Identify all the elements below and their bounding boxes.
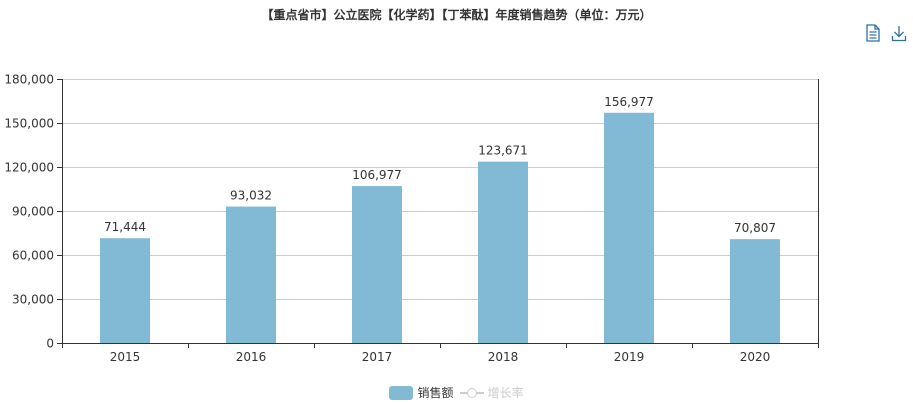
y-tick-label: 0 xyxy=(46,337,54,351)
chart-toolbar xyxy=(865,24,907,42)
x-tick-label: 2020 xyxy=(740,350,771,364)
bar xyxy=(100,238,150,343)
legend-bar-swatch xyxy=(389,385,414,400)
y-tick-label: 180,000 xyxy=(4,73,54,87)
bar-value-label: 106,977 xyxy=(352,168,402,182)
legend-item-sales[interactable]: 销售额 xyxy=(389,384,454,401)
bar-chart: 0 30,000 60,000 90,000 120,000 150,000 180,000… xyxy=(4,73,819,365)
grid-lines xyxy=(62,79,818,300)
y-tick-label: 30,000 xyxy=(12,293,54,307)
legend-line-swatch xyxy=(459,386,484,400)
bar xyxy=(604,112,654,344)
bar-value-label: 123,671 xyxy=(478,144,528,158)
legend-sales-label: 销售额 xyxy=(417,386,454,400)
bar xyxy=(352,186,402,343)
legend-item-growth[interactable]: 增长率 xyxy=(459,384,524,401)
bar-value-label: 93,032 xyxy=(230,189,272,203)
bar-value-label: 156,977 xyxy=(604,95,654,109)
chart-title: 【重点省市】公立医院【化学药】【丁苯酞】年度销售趋势（单位：万元） xyxy=(261,8,652,22)
legend-growth-label: 增长率 xyxy=(487,386,524,400)
data-view-icon[interactable] xyxy=(865,24,881,42)
bar xyxy=(478,161,528,343)
bar xyxy=(730,239,780,343)
x-tick-label: 2015 xyxy=(110,350,141,364)
bar-value-label: 71,444 xyxy=(104,220,146,234)
y-tick-label: 90,000 xyxy=(12,205,54,219)
x-tick-label: 2016 xyxy=(236,350,267,364)
x-tick-label: 2017 xyxy=(362,350,393,364)
y-tick-label: 150,000 xyxy=(4,117,54,131)
bars xyxy=(100,112,780,344)
axes xyxy=(57,79,819,348)
y-tick-label: 60,000 xyxy=(12,249,54,263)
x-tick-label: 2019 xyxy=(614,350,645,364)
legend: 销售额 增长率 xyxy=(0,384,913,401)
x-tick-label: 2018 xyxy=(488,350,519,364)
bar-value-label: 70,807 xyxy=(734,221,776,235)
y-tick-label: 120,000 xyxy=(4,161,54,175)
labels: 0 30,000 60,000 90,000 120,000 150,000 180,000… xyxy=(4,73,776,365)
bar xyxy=(226,206,276,343)
download-icon[interactable] xyxy=(891,24,907,42)
